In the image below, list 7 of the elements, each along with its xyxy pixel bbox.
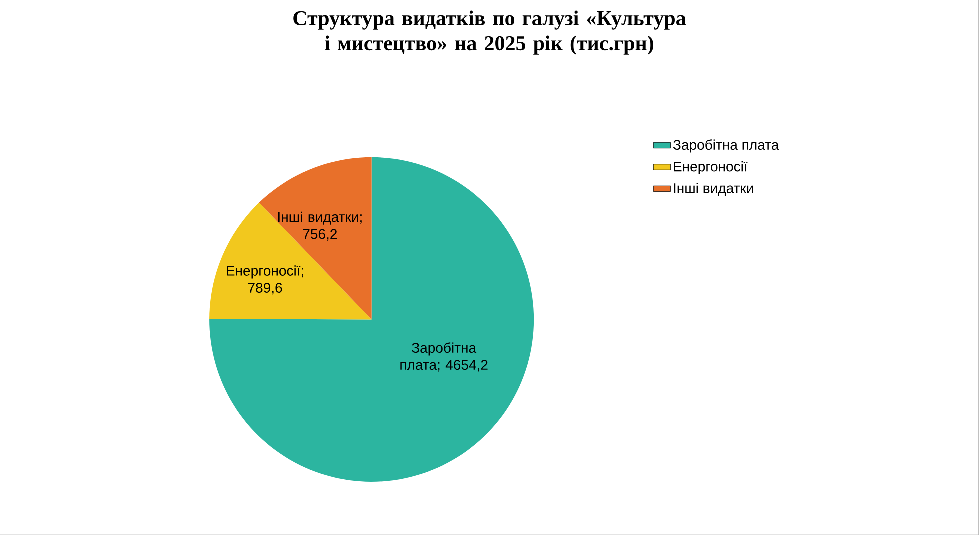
legend-label: Енергоносії [674,161,748,174]
data-label: Енергоносії; 789,6 [227,266,304,294]
chart-title: Структура видатків по галузі «Культура і мистецтво» на 2025 рік (тис.грн) [294,10,686,55]
legend-label: Інші видатки [674,182,754,196]
legend-label: Заробітна плата [673,139,780,153]
data-label: Заробітна плата; 4654,2 [400,342,488,372]
data-label: Інші видатки; 756,2 [278,212,362,241]
